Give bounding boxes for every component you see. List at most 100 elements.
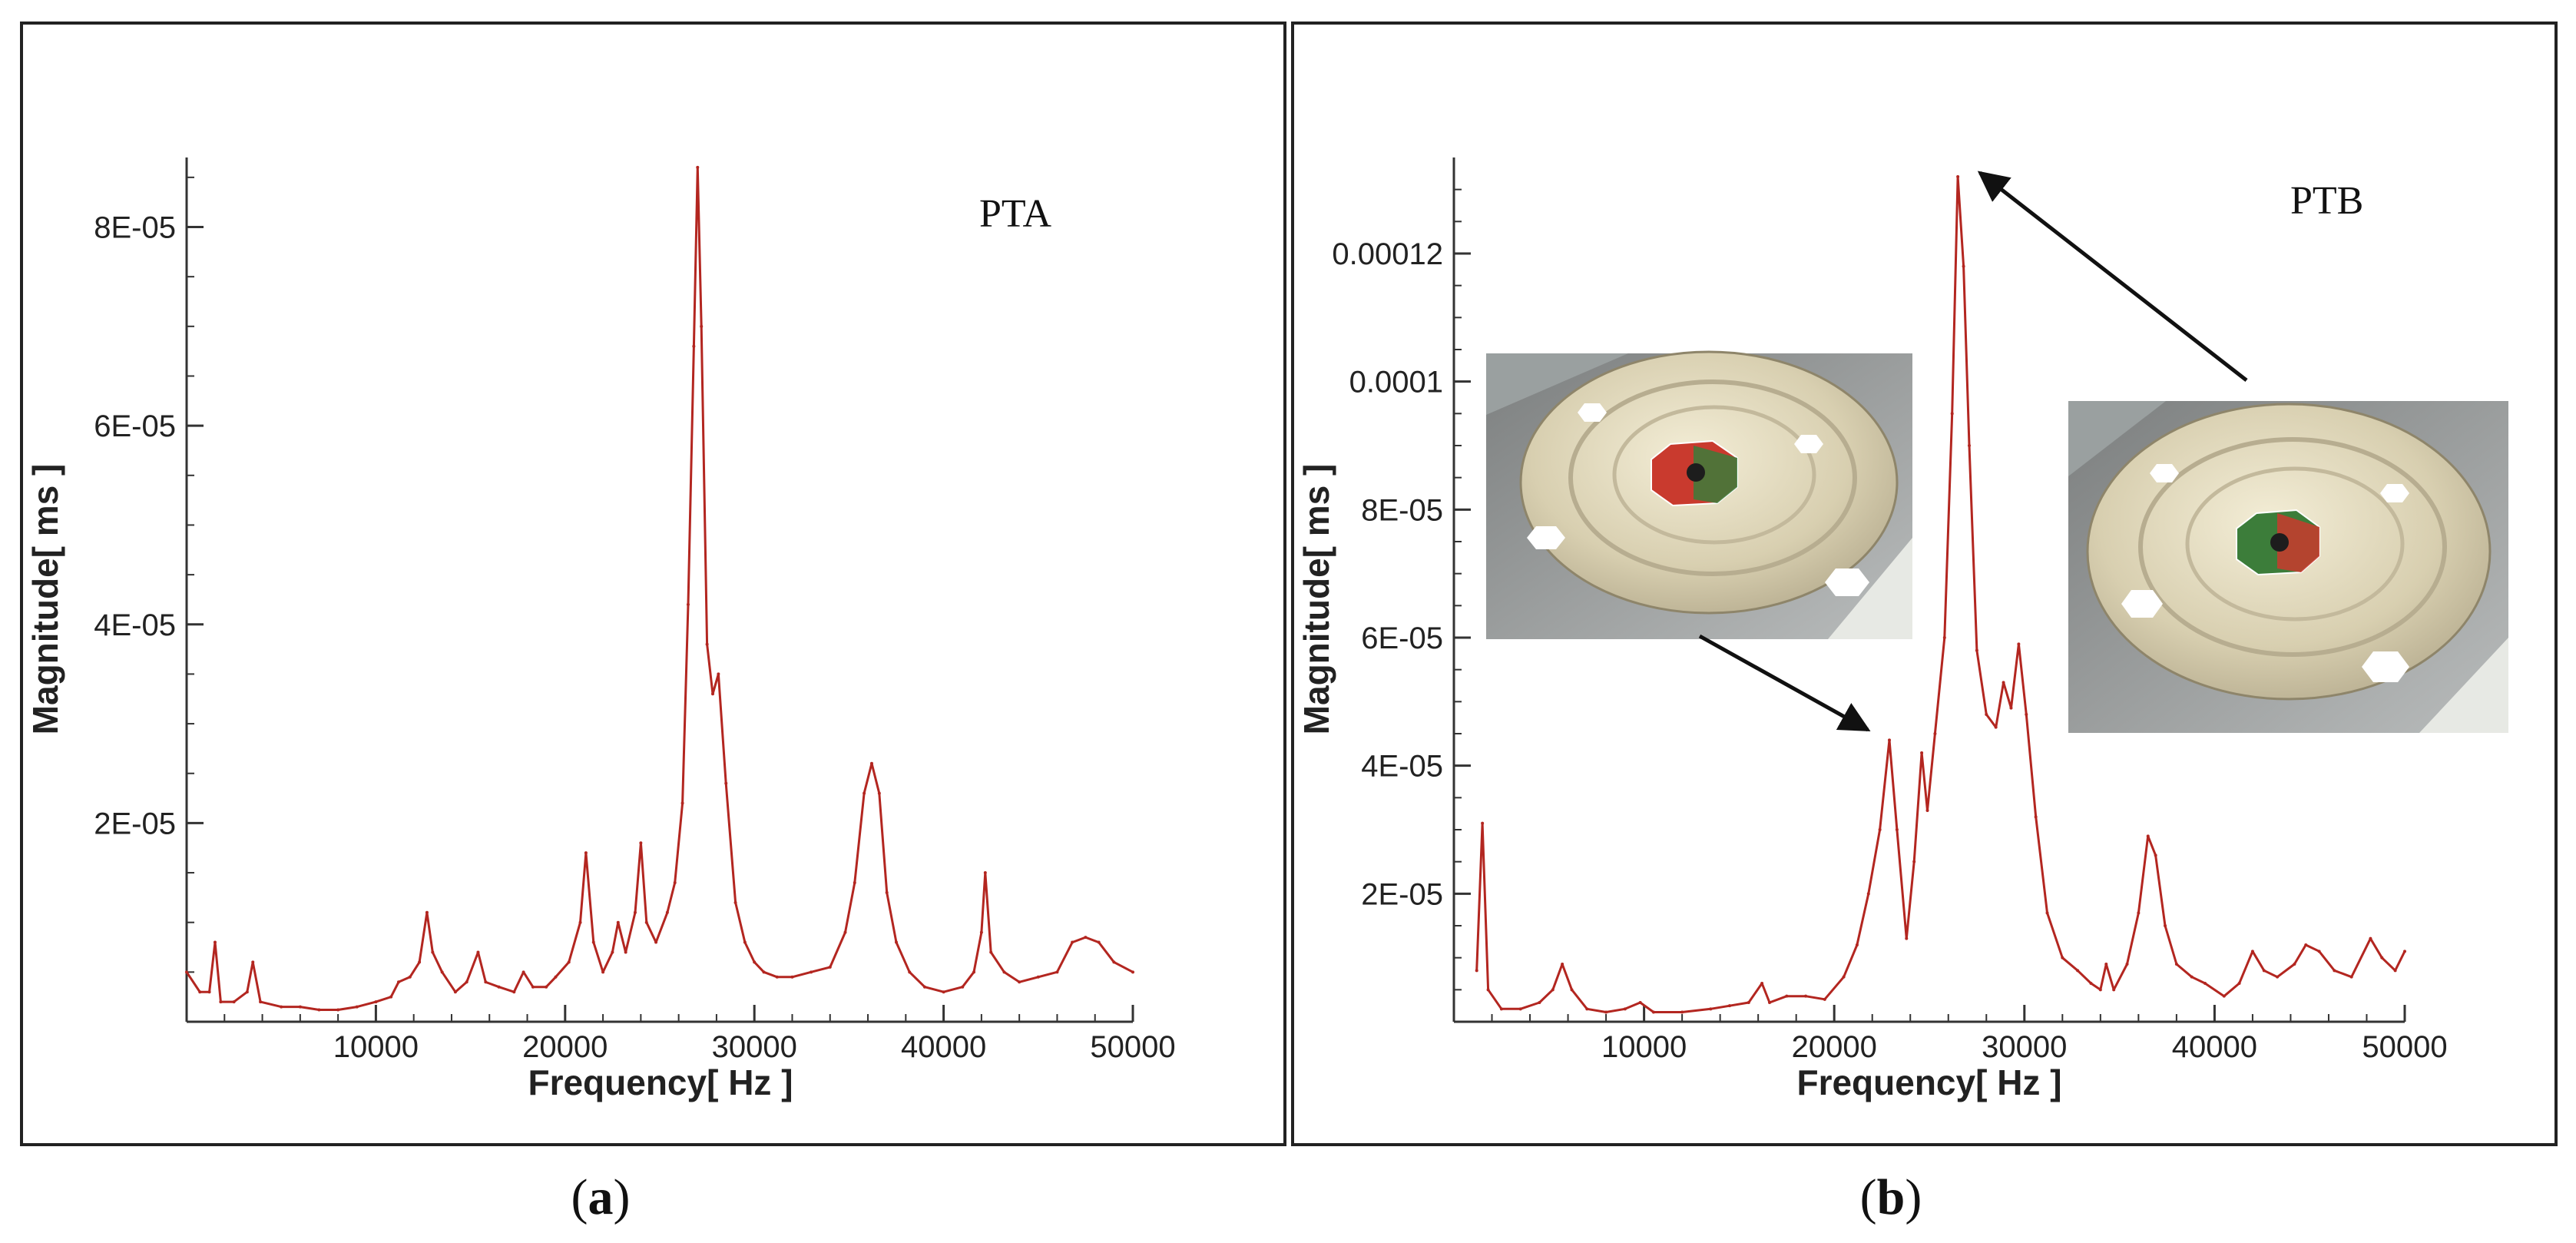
chart-b-data-point [1975,648,1978,652]
chart-a-y-title: Magnitude[ ms ] [25,464,65,735]
chart-b-data-point [1486,988,1490,992]
chart-a-y-tick-label: 4E-05 [94,608,176,642]
chart-b-data-point [1551,988,1555,992]
chart-b-data-point [1905,936,1909,940]
chart-a-label: PTA [979,192,1052,236]
chart-b-data-point [1760,982,1764,985]
chart-ptb: 2E-05 4E-05 6E-05 8E-05 0.0001 0.00012 10000 20… [1296,157,2448,1102]
chart-a-data-point [601,970,605,974]
chart-b-data-point [2250,950,2254,953]
chart-b-data-point [2349,975,2353,979]
chart-a-data-point [908,970,912,974]
chart-b-data-point [1680,1010,1684,1014]
chart-a-data-point [696,165,700,169]
chart-a-data-point [1018,980,1021,984]
chart-a-data-point [554,975,558,979]
chart-a-data-point [775,975,779,979]
chart-b-data-point [1638,1001,1642,1004]
caption-b-letter: b [1877,1169,1906,1225]
chart-a-data-point [717,672,720,676]
chart-a-data-point [251,960,255,964]
chart-a-data-point [616,920,620,924]
chart-b-data-point [2061,956,2064,960]
chart-a-data-point [743,940,747,944]
chart-b-data-point [2104,963,2108,966]
chart-b-data-point [1538,1001,1541,1004]
chart-b-data-point [1570,988,1574,992]
chart-a-data-point [440,970,444,974]
chart-a-data-point [1071,940,1074,944]
chart-a-x-tick-label: 10000 [333,1030,419,1064]
chart-b-data-point [1967,444,1971,447]
chart-a-data-point [584,851,588,855]
annotation-arrow-right [1977,171,2248,382]
chart-b-data-point [2204,982,2207,985]
chart-a-data-point [1036,975,1040,979]
chart-a-data-point [259,1000,263,1004]
chart-a-data-point [198,990,202,994]
chart-pta: 2E-05 4E-05 6E-05 8E-05 10000 20000 30000 40000… [25,157,1176,1102]
chart-a-data-point [1112,960,1116,964]
chart-b-data-point [2017,642,2021,646]
chart-b-data-point [2237,982,2241,985]
chart-b-data-point [1475,969,1478,973]
chart-a-x-tick-label: 40000 [901,1030,986,1064]
chart-a-data-point [611,950,614,954]
chart-a-x-tick-label: 20000 [522,1030,608,1064]
chart-a-data-point [869,761,873,765]
chart-b-data-point [1604,1010,1608,1014]
chart-b-data-point [2304,943,2308,946]
chart-b-data-point [1956,175,1960,178]
chart-b-data-point [1585,1007,1589,1011]
chart-b-data-point [1768,1001,1772,1004]
chart-a-data-point [245,990,249,994]
chart-b-y-title: Magnitude[ ms ] [1296,464,1336,735]
chart-a-data-point [418,960,422,964]
chart-b-data-point [2222,994,2226,998]
chart-a-data-point [810,970,813,974]
chart-b-data-point [1942,636,1946,639]
chart-b-x-title: Frequency[ Hz ] [1796,1062,2061,1102]
chart-b-data-point [1855,943,1859,946]
chart-b-data-point [2076,969,2080,973]
inset-photo-right [2068,401,2508,733]
chart-a-data-point [1002,970,1006,974]
chart-b-data-point [2369,936,2372,940]
chart-b-data-point [2293,963,2296,966]
chart-a-data-point [983,871,987,875]
chart-b-data-point [2034,815,2038,819]
chart-a-data-point [863,791,866,795]
chart-a-data-point [355,1005,359,1009]
chart-b-y-tick-label: 2E-05 [1361,877,1443,911]
chart-a-data-point [686,602,690,606]
chart-a-data-point [853,880,856,884]
chart-a-data-point [644,920,648,924]
chart-a-data-point [665,910,669,914]
chart-a-data-point [753,960,757,964]
chart-a-data-point [972,970,976,974]
chart-a-data-point [207,990,211,994]
chart-a-data-point [961,985,965,989]
chart-b-data-point [1804,994,1808,998]
chart-b-data-point [1933,732,1937,735]
chart-a-data-point [389,995,393,999]
chart-a-data-point [680,801,684,805]
chart-b-data-point [1878,828,1882,831]
inset-photo-left [1486,350,1912,639]
chart-a-data-point [1097,940,1101,944]
chart-b-data-point [1561,963,1564,966]
chart-b-data-point [2089,982,2093,985]
chart-b-data-point [2164,924,2167,927]
chart-b-data-point [2125,963,2129,966]
chart-b-data-point [1925,809,1929,812]
chart-a-data-point [692,344,696,348]
chart-a-series-line [185,166,1134,1011]
chart-b-data-point [2146,834,2150,838]
chart-a-data-point [885,890,889,894]
chart-b-data-point [2276,975,2280,979]
chart-b-data-point [2380,956,2384,960]
chart-b-data-point [2393,969,2397,973]
chart-b-data-point [2154,854,2157,857]
chart-b-data-point [1481,821,1485,825]
chart-b-x-tick-label: 20000 [1792,1030,1877,1064]
